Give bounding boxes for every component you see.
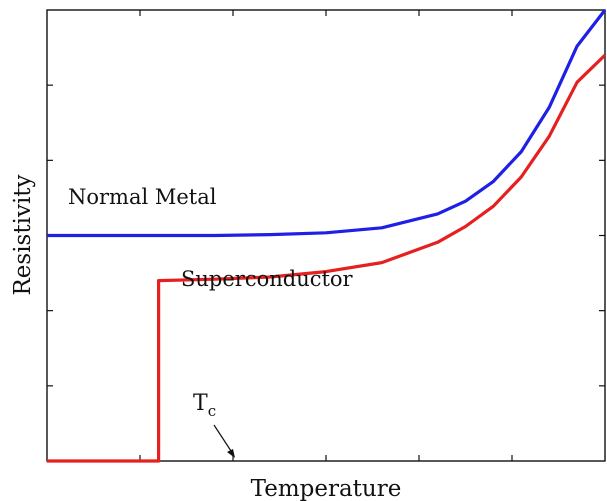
tc-subscript: c: [208, 402, 216, 420]
series-line-superconductor: [47, 53, 607, 463]
axis-ticks: [47, 10, 605, 461]
annotation-normal-metal: Normal Metal: [68, 185, 217, 209]
y-axis-label: Resistivity: [10, 174, 36, 295]
annotation-tc: Tc: [193, 391, 216, 420]
annotation-superconductor: Superconductor: [181, 267, 354, 291]
tc-arrow: [213, 424, 235, 458]
series-line-normal-metal: [47, 9, 607, 238]
tc-symbol: T: [193, 391, 208, 416]
x-axis-label: Temperature: [251, 476, 402, 501]
series-layer: [47, 9, 607, 463]
